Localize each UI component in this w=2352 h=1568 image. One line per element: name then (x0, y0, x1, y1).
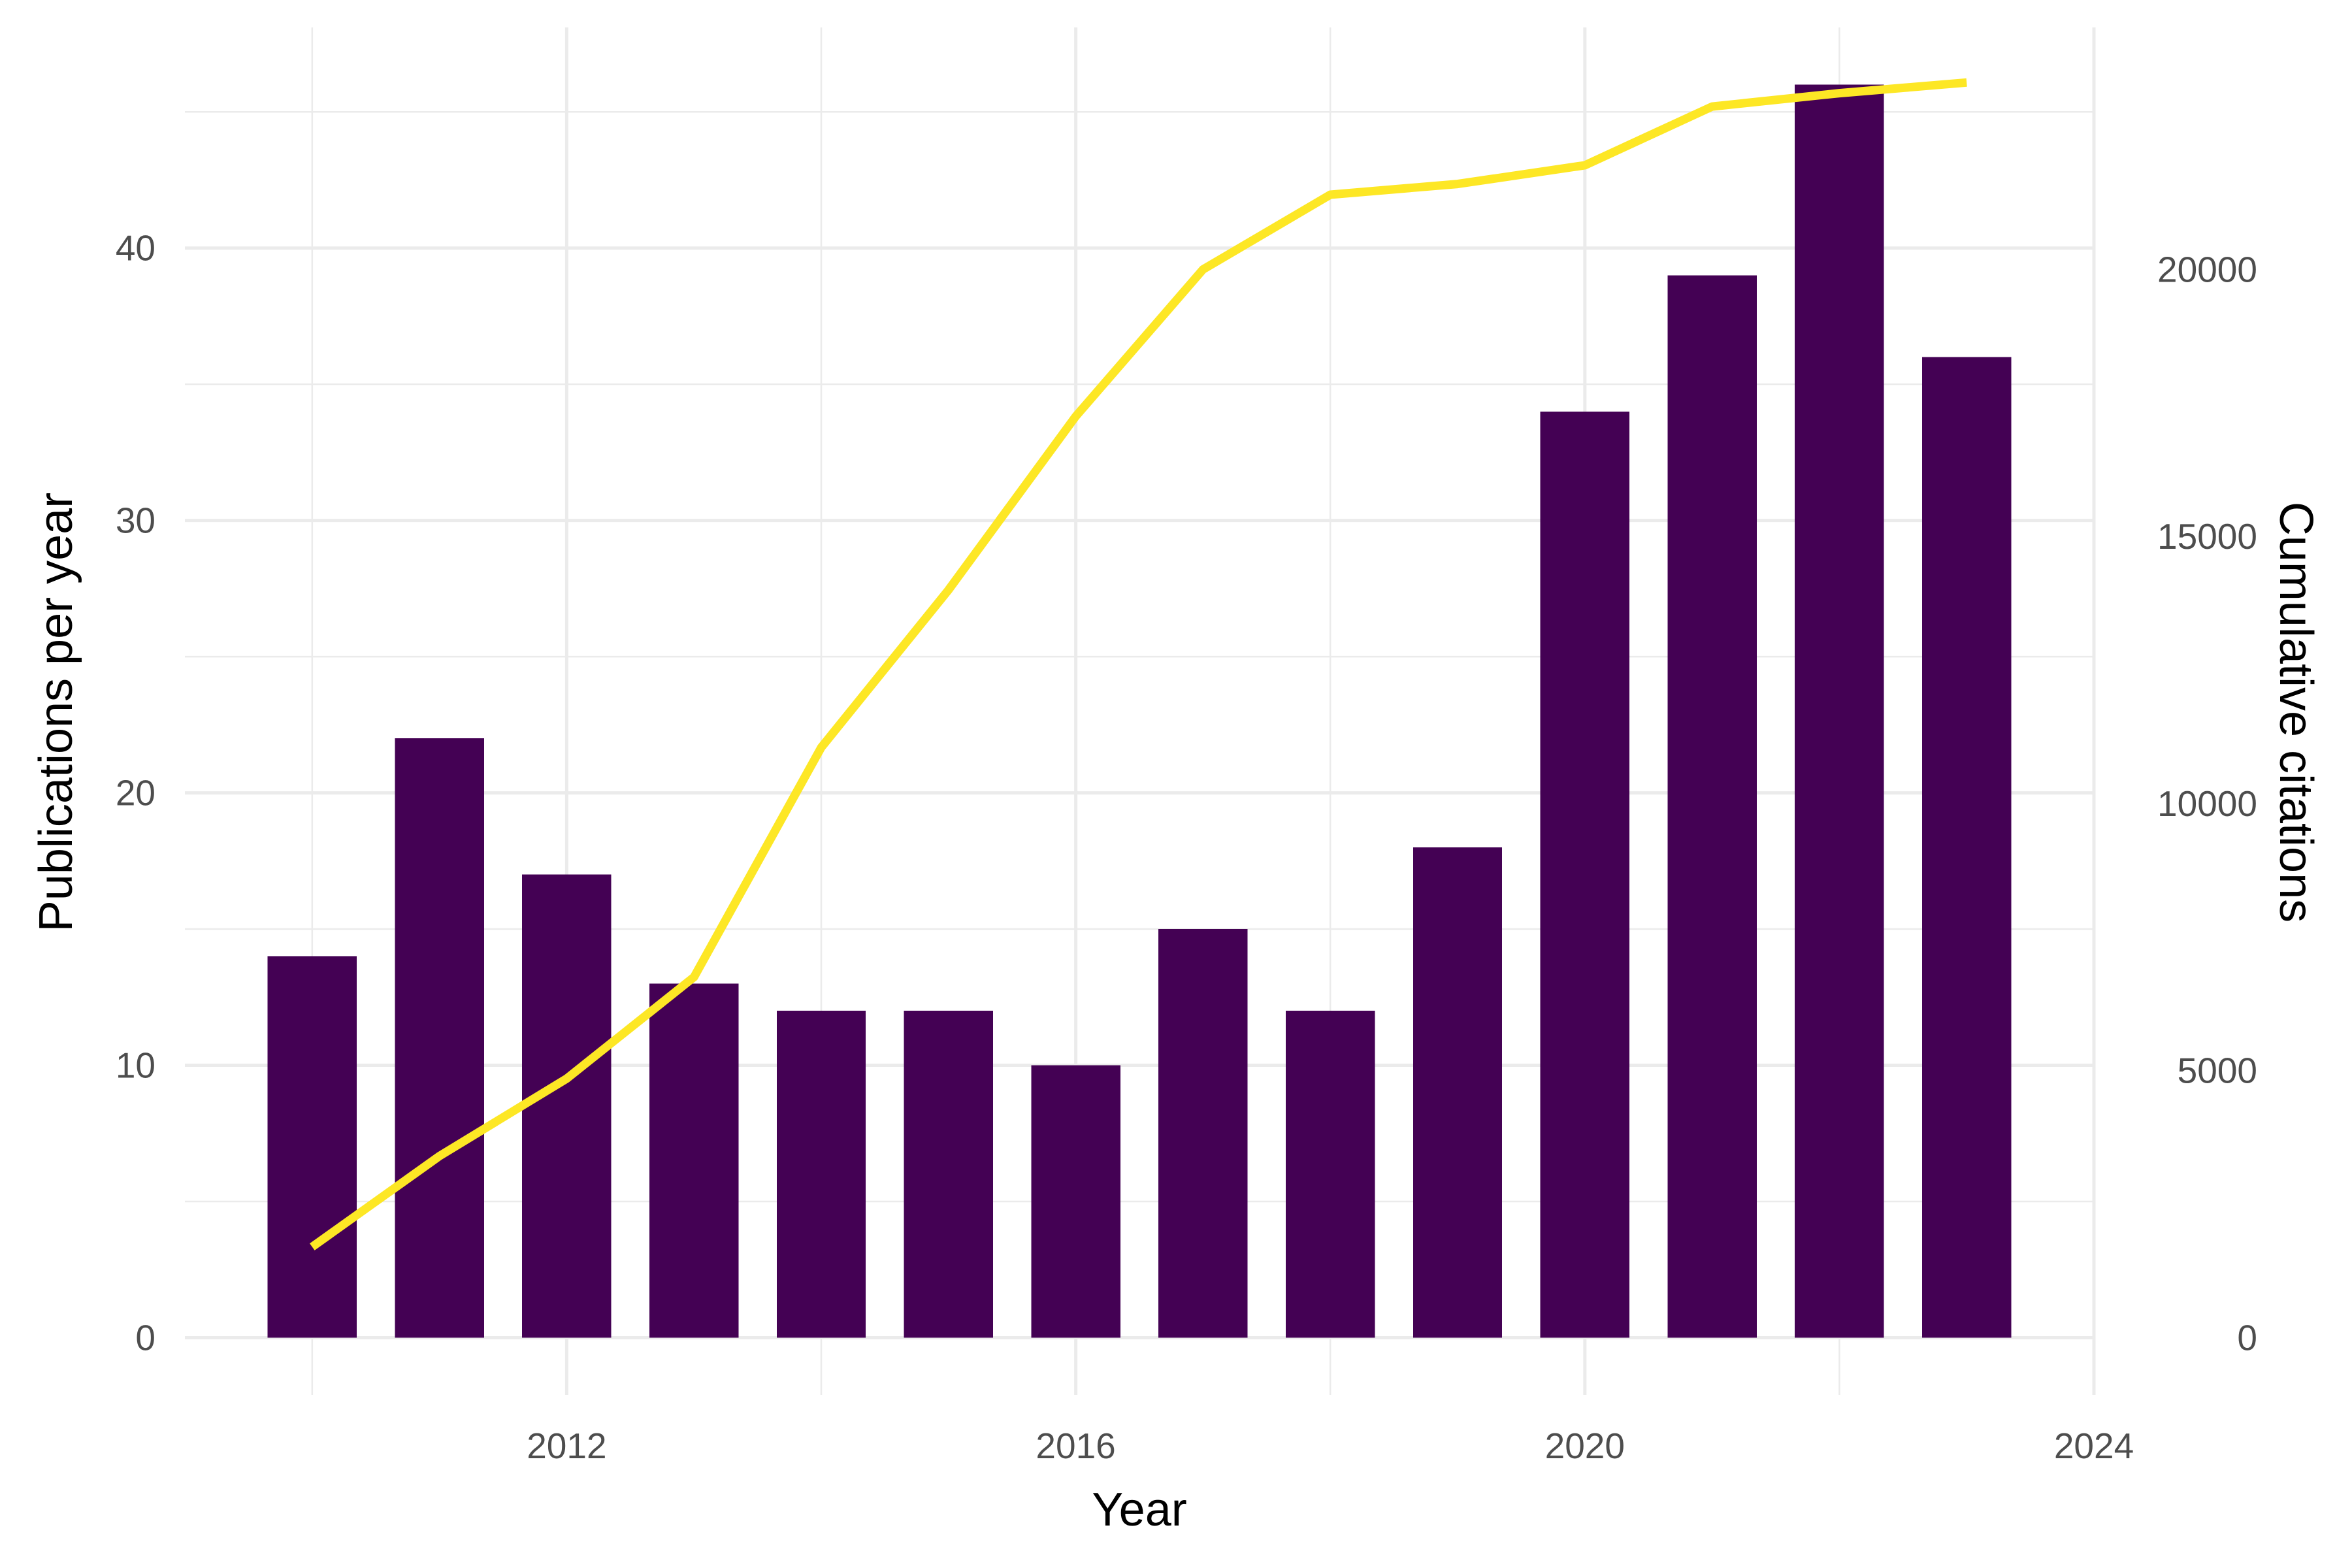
y2-tick-label: 5000 (2178, 1051, 2257, 1091)
bar (1795, 84, 1884, 1338)
y-tick-label: 30 (116, 500, 155, 541)
x-axis-tick-labels: 2012 2016 2020 2024 (527, 1426, 2134, 1466)
x-tick-label: 2020 (1545, 1426, 1625, 1466)
x-tick-label: 2016 (1036, 1426, 1115, 1466)
bar-series (267, 84, 2012, 1338)
y-axis-tick-labels: 0 10 20 30 40 (116, 228, 155, 1358)
bar (1540, 411, 1629, 1338)
y-tick-label: 10 (116, 1045, 155, 1086)
bar (1922, 357, 2012, 1338)
y-tick-label: 20 (116, 773, 155, 813)
y-tick-label: 0 (135, 1317, 155, 1358)
y2-axis-title: Cumulative citations (2270, 502, 2322, 923)
y2-tick-label: 0 (2237, 1317, 2257, 1358)
bar (395, 738, 484, 1338)
bar (649, 983, 739, 1338)
bar (1413, 847, 1503, 1338)
x-tick-label: 2012 (527, 1426, 606, 1466)
y2-axis-tick-labels: 0 5000 10000 15000 20000 (2157, 249, 2257, 1358)
bar (776, 1011, 866, 1338)
y2-tick-label: 15000 (2157, 516, 2257, 557)
cumulative-citations-line (310, 78, 1967, 1250)
x-tick-label: 2024 (2054, 1426, 2134, 1466)
bar (904, 1011, 993, 1338)
y2-tick-label: 10000 (2157, 783, 2257, 824)
y2-tick-label: 20000 (2157, 249, 2257, 289)
bar (267, 956, 357, 1338)
line-series (310, 78, 1967, 1250)
x-axis-title: Year (1092, 1484, 1186, 1536)
bar (1031, 1065, 1120, 1338)
bar (522, 874, 612, 1338)
bar (1667, 275, 1757, 1338)
y-axis-title: Publications per year (30, 493, 82, 932)
y-tick-label: 40 (116, 228, 155, 269)
bar (1158, 929, 1248, 1338)
bar (1286, 1011, 1375, 1338)
